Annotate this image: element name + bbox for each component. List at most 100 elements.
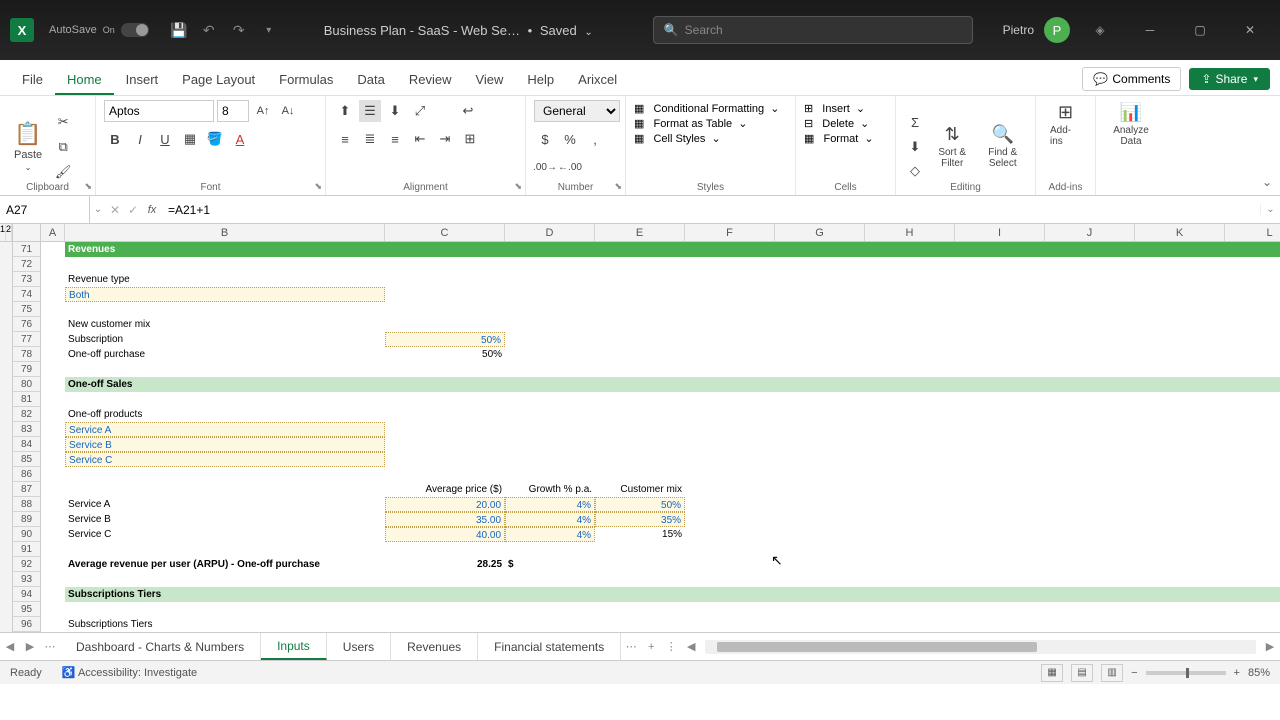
row-header-81[interactable]: 81 xyxy=(13,392,41,407)
tab-formulas[interactable]: Formulas xyxy=(267,64,345,95)
zoom-out-button[interactable]: − xyxy=(1131,667,1137,679)
cell-E90[interactable]: 15% xyxy=(595,527,685,542)
font-color-button[interactable]: A xyxy=(229,128,251,150)
row-header-95[interactable]: 95 xyxy=(13,602,41,617)
cell-E88[interactable]: 50% xyxy=(595,497,685,512)
cut-button[interactable]: ✂ xyxy=(52,111,74,133)
tab-file[interactable]: File xyxy=(10,64,55,95)
tab-arixcel[interactable]: Arixcel xyxy=(566,64,629,95)
diamond-icon[interactable]: ◈ xyxy=(1080,15,1120,45)
cell-B78[interactable]: One-off purchase xyxy=(65,347,265,362)
tab-insert[interactable]: Insert xyxy=(114,64,171,95)
fill-button[interactable]: ⬇ xyxy=(904,136,926,158)
normal-view-button[interactable]: ▦ xyxy=(1041,664,1063,682)
row-header-74[interactable]: 74 xyxy=(13,287,41,302)
increase-decimal-button[interactable]: .00→ xyxy=(534,156,556,178)
sheet-nav-next[interactable]: ▶ xyxy=(20,640,40,653)
col-header-H[interactable]: H xyxy=(865,224,955,241)
col-header-K[interactable]: K xyxy=(1135,224,1225,241)
cell-C87[interactable]: Average price ($) xyxy=(385,482,505,497)
cell-B71[interactable]: Revenues xyxy=(65,242,1280,257)
autosave-toggle[interactable]: AutoSave On xyxy=(49,23,149,37)
tab-help[interactable]: Help xyxy=(515,64,566,95)
sheet-tab-inputs[interactable]: Inputs xyxy=(261,633,327,660)
row-header-79[interactable]: 79 xyxy=(13,362,41,377)
tab-home[interactable]: Home xyxy=(55,64,114,95)
analyze-data-button[interactable]: 📊 Analyze Data xyxy=(1104,100,1158,149)
row-header-77[interactable]: 77 xyxy=(13,332,41,347)
row-header-85[interactable]: 85 xyxy=(13,452,41,467)
paste-button[interactable]: 📋 Paste ⌄ xyxy=(8,100,48,193)
sheet-tab-revenues[interactable]: Revenues xyxy=(391,633,478,660)
page-break-view-button[interactable]: ▥ xyxy=(1101,664,1123,682)
cell-D92[interactable]: $ xyxy=(505,557,595,572)
cell-styles-button[interactable]: ▦ Cell Styles ⌄ xyxy=(634,132,787,145)
row-header-92[interactable]: 92 xyxy=(13,557,41,572)
tab-view[interactable]: View xyxy=(463,64,515,95)
name-box[interactable]: A27 xyxy=(0,196,90,223)
cell-D89[interactable]: 4% xyxy=(505,512,595,527)
hscroll-thumb[interactable] xyxy=(717,642,1037,652)
qat-dropdown-icon[interactable]: ▾ xyxy=(257,18,281,42)
cell-B73[interactable]: Revenue type xyxy=(65,272,265,287)
cell-B89[interactable]: Service B xyxy=(65,512,265,527)
cell-grid[interactable]: RevenuesRevenue typeBothNew customer mix… xyxy=(41,242,1280,632)
row-header-93[interactable]: 93 xyxy=(13,572,41,587)
sheet-more[interactable]: ⋯ xyxy=(621,640,641,653)
cell-D90[interactable]: 4% xyxy=(505,527,595,542)
cell-C78[interactable]: 50% xyxy=(385,347,505,362)
name-box-dropdown[interactable]: ⌄ xyxy=(90,204,106,215)
copy-button[interactable]: ⧉ xyxy=(52,136,74,158)
col-header-E[interactable]: E xyxy=(595,224,685,241)
formula-expand-button[interactable]: ⌄ xyxy=(1260,204,1280,215)
decrease-indent-button[interactable]: ⇤ xyxy=(409,128,431,150)
cell-D88[interactable]: 4% xyxy=(505,497,595,512)
border-button[interactable]: ▦ xyxy=(179,128,201,150)
cell-E89[interactable]: 35% xyxy=(595,512,685,527)
zoom-slider[interactable] xyxy=(1146,671,1226,675)
comma-button[interactable]: , xyxy=(584,128,606,150)
col-header-F[interactable]: F xyxy=(685,224,775,241)
cell-C92[interactable]: 28.25 xyxy=(385,557,505,572)
select-all-button[interactable] xyxy=(13,224,41,242)
row-header-83[interactable]: 83 xyxy=(13,422,41,437)
account-name[interactable]: Pietro xyxy=(1003,23,1034,37)
col-header-G[interactable]: G xyxy=(775,224,865,241)
increase-font-button[interactable]: A↑ xyxy=(252,100,274,122)
hscroll-right[interactable]: ▶ xyxy=(1260,640,1280,653)
row-headers[interactable]: 7172737475767778798081828384858687888990… xyxy=(13,242,41,632)
cell-B88[interactable]: Service A xyxy=(65,497,265,512)
addins-button[interactable]: ⊞ Add-ins xyxy=(1044,100,1087,149)
tab-data[interactable]: Data xyxy=(345,64,396,95)
minimize-button[interactable]: ─ xyxy=(1130,15,1170,45)
search-input[interactable]: 🔍 Search xyxy=(653,16,973,44)
bold-button[interactable]: B xyxy=(104,128,126,150)
find-select-button[interactable]: 🔍 Find & Select xyxy=(978,100,1027,193)
undo-icon[interactable]: ↶ xyxy=(197,18,221,42)
format-painter-button[interactable]: 🖌 xyxy=(52,161,74,183)
align-left-button[interactable]: ≡ xyxy=(334,128,356,150)
cell-B85[interactable]: Service C xyxy=(65,452,385,467)
cell-D87[interactable]: Growth % p.a. xyxy=(505,482,595,497)
horizontal-scrollbar[interactable] xyxy=(705,640,1256,654)
col-header-I[interactable]: I xyxy=(955,224,1045,241)
outline-bar[interactable]: 12 xyxy=(0,224,13,632)
row-header-82[interactable]: 82 xyxy=(13,407,41,422)
zoom-level[interactable]: 85% xyxy=(1248,667,1270,679)
row-header-75[interactable]: 75 xyxy=(13,302,41,317)
underline-button[interactable]: U xyxy=(154,128,176,150)
col-header-J[interactable]: J xyxy=(1045,224,1135,241)
redo-icon[interactable]: ↷ xyxy=(227,18,251,42)
cell-C88[interactable]: 20.00 xyxy=(385,497,505,512)
fill-color-button[interactable]: 🪣 xyxy=(204,128,226,150)
col-header-C[interactable]: C xyxy=(385,224,505,241)
formula-input[interactable]: =A21+1 xyxy=(162,203,1260,217)
insert-cells-button[interactable]: ⊞ Insert ⌄ xyxy=(804,102,887,115)
collapse-ribbon-button[interactable]: ⌄ xyxy=(1262,175,1272,189)
format-as-table-button[interactable]: ▦ Format as Table ⌄ xyxy=(634,117,787,130)
sheet-nav-prev[interactable]: ◀ xyxy=(0,640,20,653)
cell-B76[interactable]: New customer mix xyxy=(65,317,265,332)
cell-B80[interactable]: One-off Sales xyxy=(65,377,1280,392)
row-header-86[interactable]: 86 xyxy=(13,467,41,482)
row-header-72[interactable]: 72 xyxy=(13,257,41,272)
